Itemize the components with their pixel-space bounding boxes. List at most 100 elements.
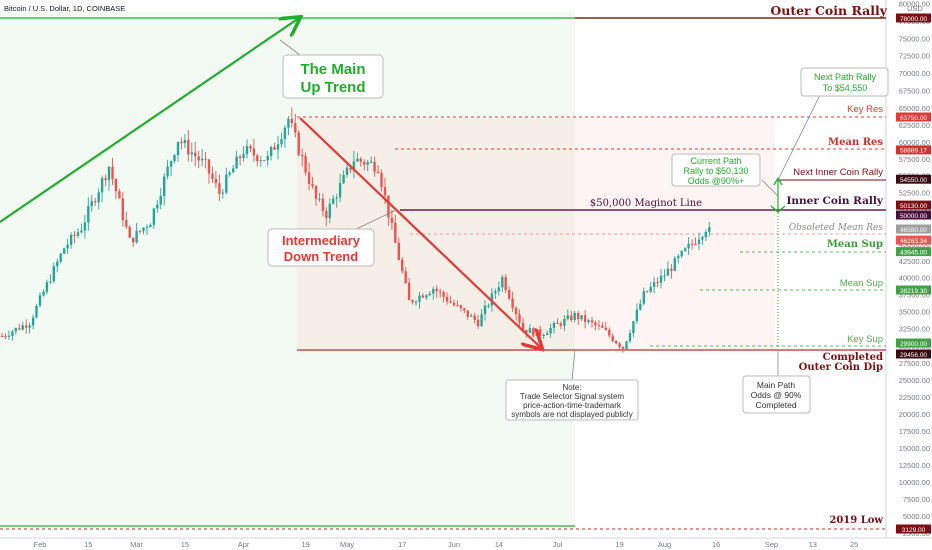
candle-body (418, 295, 421, 302)
candle-body (104, 178, 107, 181)
mean-res-label: Mean Res (828, 137, 883, 148)
candle-body (414, 301, 418, 303)
candle-body (597, 325, 601, 327)
candle-body (328, 203, 331, 219)
main-path-callout: Main Path Odds @ 90% Completed (742, 375, 811, 414)
candle-body (646, 291, 649, 293)
candle-body (114, 179, 118, 192)
candle-body (425, 295, 428, 298)
candle-body (615, 341, 618, 344)
current-path-line1: Current Path (690, 156, 741, 166)
price-tick: 15000.00 (899, 444, 930, 453)
candle-body (304, 156, 307, 173)
candle-body (52, 266, 55, 282)
candle-body (501, 277, 504, 288)
price-tick: 42500.00 (899, 257, 930, 266)
price-tag: 43945.00 (900, 249, 927, 256)
candle-body (338, 183, 342, 198)
candle-body (421, 295, 425, 298)
date-tick: 15 (181, 540, 189, 549)
price-tag: 3129.00 (902, 527, 926, 534)
candle-body (221, 192, 224, 194)
time-axis[interactable]: Feb 15 Mar 15 Apr 19 May 17 Jun 14 Jul 19 Aug 16 Sep 13… (34, 540, 859, 549)
candle-body (632, 321, 635, 334)
candle-body (628, 333, 632, 342)
candle-body (483, 305, 487, 315)
candle-body (380, 172, 383, 188)
candle-body (207, 159, 211, 174)
candle-body (266, 156, 269, 161)
price-tag-box (896, 145, 931, 155)
candle-body (673, 258, 676, 271)
inter-down-line1: Intermediary (282, 233, 361, 248)
completed-label-1: Completed (823, 352, 883, 363)
price-tick: 27500.00 (899, 359, 930, 368)
candle-body (45, 282, 49, 292)
candle-body (680, 250, 683, 257)
price-tags: 78000.00 63750.00 58889.17 54550.00 50130.00… (896, 13, 931, 534)
candle-body (83, 222, 87, 231)
current-path-callout: Current Path Rally to $50,130 Odds @90%+ (671, 153, 761, 187)
price-tick: 65000.00 (899, 104, 930, 113)
date-tick: Feb (34, 540, 47, 549)
candle-body (318, 198, 321, 200)
price-tick: 10000.00 (899, 478, 930, 487)
date-tick: Mar (130, 540, 143, 549)
price-tag-box (896, 285, 931, 295)
price-axis[interactable]: 2500.005000.007500.0010000.0012500.00150… (899, 0, 930, 538)
next-path-callout: Next Path Rally To $54,550 (800, 67, 889, 97)
candle-body (373, 161, 376, 172)
candle-body (370, 161, 373, 163)
candle-body (56, 261, 59, 267)
candle-body (321, 198, 325, 211)
candle-body (466, 310, 469, 317)
price-tag: 29900.00 (900, 341, 927, 348)
candle-body (204, 158, 207, 160)
candle-body (521, 322, 525, 330)
price-tick: 52500.00 (899, 189, 930, 198)
candle-body (708, 227, 711, 232)
price-tick: 40000.00 (899, 274, 930, 283)
candle-body (14, 327, 17, 332)
candle-body (694, 243, 697, 245)
low-2019-label: 2019 Low (829, 515, 883, 526)
candle-body (107, 166, 111, 181)
candle-body (159, 195, 162, 205)
candle-body (621, 347, 625, 349)
mean-sup-label-1: Mean Sup (827, 239, 883, 250)
date-tick: Apr (238, 540, 250, 549)
level-lines (0, 17, 886, 530)
candle-body (497, 287, 500, 292)
candle-body (276, 144, 280, 150)
candle-body (235, 156, 238, 169)
candle-body (577, 313, 580, 320)
chart-title: Bitcoin / U.S. Dollar, 1D, COINBASE (4, 4, 125, 13)
price-tick: 32500.00 (899, 325, 930, 334)
price-tag-box (896, 524, 931, 534)
candle-body (518, 314, 521, 323)
candle-body (218, 183, 221, 194)
price-tick: 25000.00 (899, 376, 930, 385)
candle-body (666, 268, 670, 276)
candle-body (601, 325, 604, 328)
candle-body (697, 239, 701, 244)
candle-body (145, 227, 149, 229)
candle-body (69, 235, 73, 245)
note-line2: Trade Selector Signal system (520, 392, 625, 401)
candle-body (684, 248, 687, 251)
price-tick: 17500.00 (899, 427, 930, 436)
completed-label-2: Outer Coin Dip (799, 362, 883, 373)
candle-body (197, 156, 200, 161)
candle-body (625, 341, 628, 349)
candle-body (528, 328, 532, 333)
candle-body (542, 335, 545, 336)
candle-body (59, 253, 62, 262)
next-path-line2: To $54,550 (823, 83, 868, 93)
candle-body (432, 288, 435, 294)
price-tick: 5000.00 (903, 512, 930, 521)
intermediary-downtrend-callout: Intermediary Down Trend (267, 228, 375, 267)
candle-body (301, 154, 304, 157)
candle-body (259, 160, 262, 162)
price-tag: 50130.00 (900, 203, 927, 210)
